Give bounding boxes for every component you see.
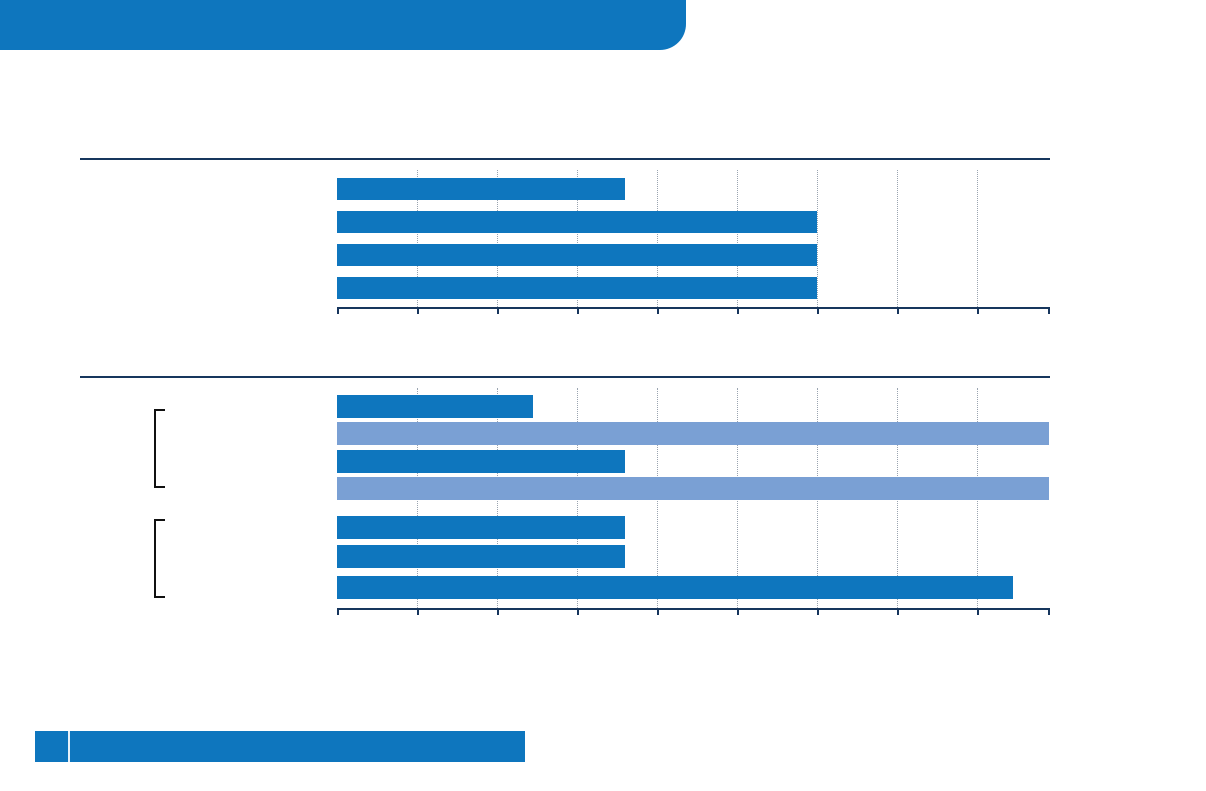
chart-2-bar-4	[337, 477, 1050, 500]
chart-1-axis-tick	[497, 309, 500, 314]
chart-1-gridline	[897, 170, 899, 307]
chart-1-axis-tick	[1048, 309, 1050, 314]
chart-2-axis-tick	[337, 610, 339, 615]
chart-1-gridline	[737, 170, 739, 307]
chart-2-axis-tick	[897, 610, 900, 615]
chart-2-bar-5	[337, 516, 626, 539]
chart-2-axis-tick	[497, 610, 500, 615]
chart-1-axis-tick	[737, 309, 740, 314]
chart-1-bar-4	[337, 277, 818, 299]
section-2-divider	[80, 376, 1050, 378]
bracket-group-1	[154, 409, 165, 488]
chart-1-bar-1	[337, 178, 626, 200]
chart-1-bar-3	[337, 244, 818, 266]
chart-2-bar-2	[337, 422, 1050, 445]
chart-2-axis-tick	[977, 610, 980, 615]
chart-1-axis-tick	[817, 309, 820, 314]
chart-2-axis-tick	[577, 610, 580, 615]
chart-1-gridline	[577, 170, 579, 307]
chart-2-axis-tick	[417, 610, 420, 615]
chart-2-axis-tick	[657, 610, 660, 615]
chart-2-bar-7	[337, 576, 1014, 599]
footer-callout-box	[35, 731, 525, 762]
footer-callout-index-cell	[35, 731, 70, 762]
chart-2-x-axis	[337, 608, 1050, 610]
chart-1-axis-tick	[977, 309, 980, 314]
chart-2-axis-tick	[737, 610, 740, 615]
chart-1-bar-2	[337, 211, 818, 233]
chart-1-axis-tick	[577, 309, 580, 314]
chart-2-bar-3	[337, 450, 626, 473]
chart-2-axis-tick	[817, 610, 820, 615]
chart-1-gridline	[497, 170, 499, 307]
chart-2-axis-tick	[1048, 610, 1050, 615]
section-1-divider	[80, 158, 1050, 160]
chart-2-bar-1	[337, 395, 534, 418]
chart-1-axis-tick	[897, 309, 900, 314]
header-title-bar	[0, 0, 686, 50]
chart-2-plot-area	[337, 388, 1050, 615]
chart-1-gridline	[977, 170, 979, 307]
chart-1-plot-area	[337, 170, 1050, 314]
chart-1-gridline	[657, 170, 659, 307]
bracket-group-2	[154, 519, 165, 598]
chart-1-x-axis	[337, 307, 1050, 309]
chart-1-axis-tick	[657, 309, 660, 314]
chart-1-axis-tick	[337, 309, 339, 314]
chart-1-gridline	[817, 170, 819, 307]
footer-callout-text-cell	[70, 731, 525, 762]
chart-1-axis-tick	[417, 309, 420, 314]
chart-1-gridline	[417, 170, 419, 307]
chart-2-bar-6	[337, 545, 626, 568]
